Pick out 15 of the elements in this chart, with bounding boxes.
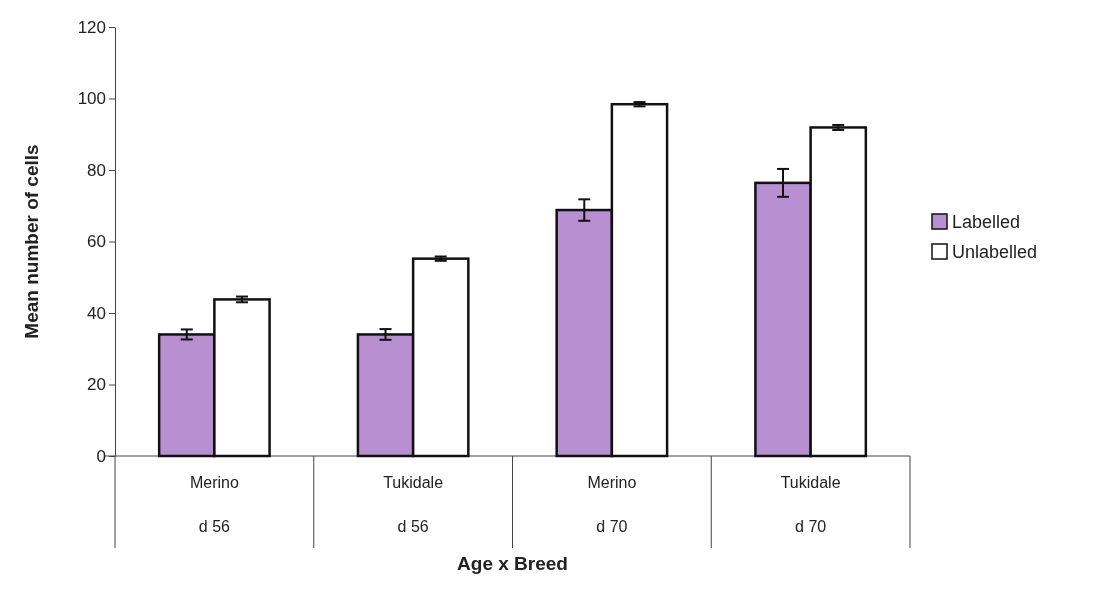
- category-label: Merino d 56: [189, 474, 239, 535]
- y-axis-title: Mean number of cells: [21, 144, 42, 339]
- x-axis-title: Age x Breed: [457, 553, 568, 574]
- legend-label: Labelled: [952, 212, 1021, 232]
- y-tick-label: 20: [87, 375, 106, 395]
- category-label: Tukidale d 56: [383, 474, 444, 535]
- y-tick-label: 120: [77, 17, 106, 37]
- y-tick-label: 40: [87, 303, 106, 323]
- y-tick-label: 80: [87, 160, 106, 180]
- category-label: Merino d 70: [587, 474, 637, 535]
- legend-label: Unlabelled: [952, 242, 1038, 262]
- y-tick-label: 100: [77, 89, 106, 109]
- y-tick-label: 0: [96, 446, 106, 466]
- y-tick-label: 60: [87, 232, 106, 252]
- category-label: Tukidale d 70: [780, 474, 841, 535]
